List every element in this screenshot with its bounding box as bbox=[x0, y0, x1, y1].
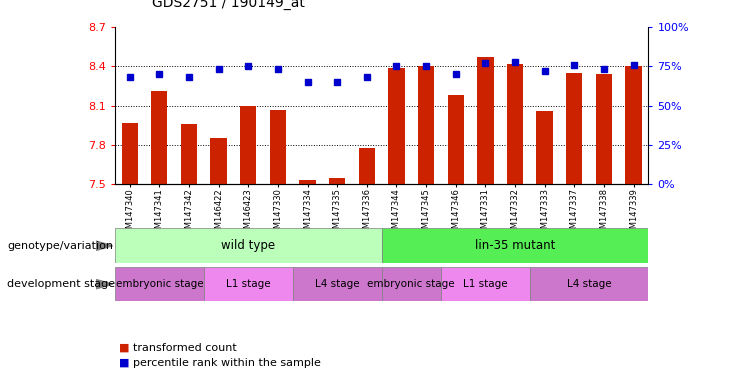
Bar bbox=[204, 267, 293, 301]
Bar bbox=[151, 91, 167, 184]
Bar bbox=[240, 106, 256, 184]
Bar bbox=[536, 111, 553, 184]
Text: ■: ■ bbox=[119, 358, 129, 368]
Text: L1 stage: L1 stage bbox=[463, 279, 508, 289]
Bar bbox=[448, 95, 464, 184]
Bar bbox=[210, 138, 227, 184]
Polygon shape bbox=[96, 241, 113, 250]
Bar bbox=[625, 66, 642, 184]
Bar bbox=[507, 64, 523, 184]
Text: genotype/variation: genotype/variation bbox=[7, 241, 113, 251]
Bar bbox=[477, 57, 494, 184]
Text: ■: ■ bbox=[119, 343, 129, 353]
Bar bbox=[388, 68, 405, 184]
Bar bbox=[115, 267, 204, 301]
Bar bbox=[382, 228, 648, 263]
Bar bbox=[329, 178, 345, 184]
Bar bbox=[293, 267, 382, 301]
Bar bbox=[115, 228, 382, 263]
Text: transformed count: transformed count bbox=[133, 343, 237, 353]
Text: GDS2751 / 190149_at: GDS2751 / 190149_at bbox=[152, 0, 305, 10]
Text: percentile rank within the sample: percentile rank within the sample bbox=[133, 358, 322, 368]
Bar bbox=[418, 66, 434, 184]
Text: L1 stage: L1 stage bbox=[226, 279, 270, 289]
Text: embryonic stage: embryonic stage bbox=[368, 279, 455, 289]
Text: wild type: wild type bbox=[221, 239, 276, 252]
Bar bbox=[566, 73, 582, 184]
Text: embryonic stage: embryonic stage bbox=[116, 279, 203, 289]
Bar bbox=[530, 267, 648, 301]
Text: development stage: development stage bbox=[7, 279, 116, 289]
Text: lin-35 mutant: lin-35 mutant bbox=[475, 239, 555, 252]
Text: L4 stage: L4 stage bbox=[315, 279, 359, 289]
Bar bbox=[382, 267, 441, 301]
Bar bbox=[441, 267, 530, 301]
Bar bbox=[270, 109, 286, 184]
Bar bbox=[596, 74, 612, 184]
Bar bbox=[299, 180, 316, 184]
Text: L4 stage: L4 stage bbox=[567, 279, 611, 289]
Bar bbox=[359, 147, 375, 184]
Bar bbox=[181, 124, 197, 184]
Bar bbox=[122, 122, 138, 184]
Polygon shape bbox=[96, 280, 113, 289]
